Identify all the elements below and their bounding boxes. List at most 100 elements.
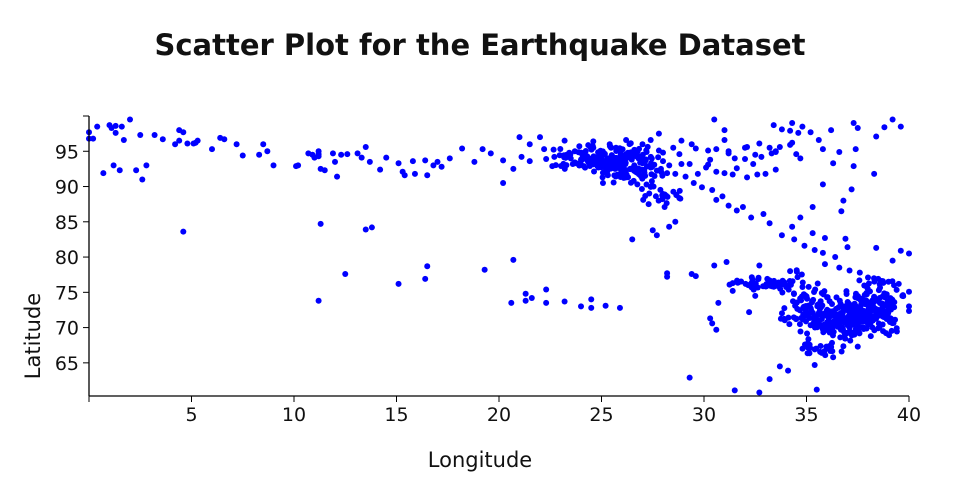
data-point	[510, 165, 517, 172]
data-point	[856, 269, 863, 276]
data-point	[770, 122, 777, 129]
data-point	[906, 303, 912, 310]
data-point	[827, 311, 834, 318]
data-point	[725, 202, 732, 209]
data-point	[811, 247, 818, 254]
data-point	[787, 281, 794, 288]
data-point	[176, 137, 183, 144]
data-point	[820, 310, 827, 317]
y-tick-label: 90	[55, 177, 79, 199]
data-point	[610, 179, 617, 186]
data-point	[886, 332, 893, 339]
data-point	[752, 292, 759, 299]
data-point	[793, 316, 800, 323]
data-point	[889, 116, 896, 123]
data-point	[676, 151, 683, 158]
data-point	[846, 267, 853, 274]
data-point	[692, 145, 699, 152]
data-point	[315, 297, 322, 304]
data-point	[633, 168, 640, 175]
data-point	[750, 286, 757, 293]
data-point	[624, 149, 631, 156]
data-point	[873, 133, 880, 140]
data-point	[787, 127, 794, 134]
data-point	[653, 232, 660, 239]
data-point	[821, 235, 828, 242]
data-point	[843, 329, 850, 336]
data-point	[793, 267, 800, 274]
data-point	[678, 137, 685, 144]
data-point	[893, 328, 900, 335]
data-point	[871, 170, 878, 177]
data-point	[790, 290, 797, 297]
data-point	[698, 184, 705, 191]
data-point	[840, 343, 847, 350]
data-point	[636, 145, 643, 152]
data-point	[891, 299, 898, 306]
data-point	[422, 157, 429, 164]
data-point	[411, 170, 418, 177]
data-point	[110, 162, 117, 169]
data-point	[354, 150, 361, 157]
x-axis-label: Longitude	[428, 448, 532, 472]
data-point	[344, 151, 351, 158]
data-point	[791, 236, 798, 243]
data-point	[817, 342, 824, 349]
data-point	[842, 235, 849, 242]
data-point	[172, 141, 179, 148]
data-point	[676, 187, 683, 194]
data-point	[839, 310, 846, 317]
data-point	[770, 283, 777, 290]
data-point	[342, 270, 349, 277]
data-point	[690, 180, 697, 187]
data-point	[797, 214, 804, 221]
data-point	[270, 162, 277, 169]
data-point	[748, 214, 755, 221]
data-point	[777, 315, 784, 322]
data-point	[785, 367, 792, 374]
data-point	[620, 165, 627, 172]
data-point	[810, 296, 817, 303]
data-point	[597, 150, 604, 157]
data-point	[805, 283, 812, 290]
data-point	[778, 126, 785, 133]
data-point	[151, 132, 158, 139]
data-point	[876, 300, 883, 307]
data-point	[899, 292, 906, 299]
data-point	[848, 186, 855, 193]
data-point	[120, 136, 127, 143]
data-point	[648, 178, 655, 185]
data-point	[688, 141, 695, 148]
data-point	[844, 244, 851, 251]
data-point	[875, 287, 882, 294]
data-point	[762, 283, 769, 290]
data-point	[776, 281, 783, 288]
data-point	[889, 257, 896, 264]
data-point	[639, 175, 646, 182]
data-point	[629, 236, 636, 243]
data-point	[180, 129, 187, 136]
data-point	[843, 291, 850, 298]
data-point	[588, 146, 595, 153]
data-point	[746, 309, 753, 316]
data-point	[434, 158, 441, 165]
data-point	[508, 299, 515, 306]
data-point	[719, 193, 726, 200]
data-point	[615, 171, 622, 178]
data-point	[703, 164, 710, 171]
data-point	[500, 180, 507, 187]
data-point	[897, 247, 904, 254]
data-point	[799, 283, 806, 290]
data-point	[588, 296, 595, 303]
data-point	[590, 138, 597, 145]
data-point	[797, 328, 804, 335]
data-point	[528, 294, 535, 301]
data-point	[652, 193, 659, 200]
data-point	[811, 318, 818, 325]
data-point	[806, 350, 813, 357]
data-point	[824, 294, 831, 301]
data-point	[888, 327, 895, 334]
data-point	[809, 230, 816, 237]
data-point	[721, 127, 728, 134]
data-point	[543, 286, 550, 293]
